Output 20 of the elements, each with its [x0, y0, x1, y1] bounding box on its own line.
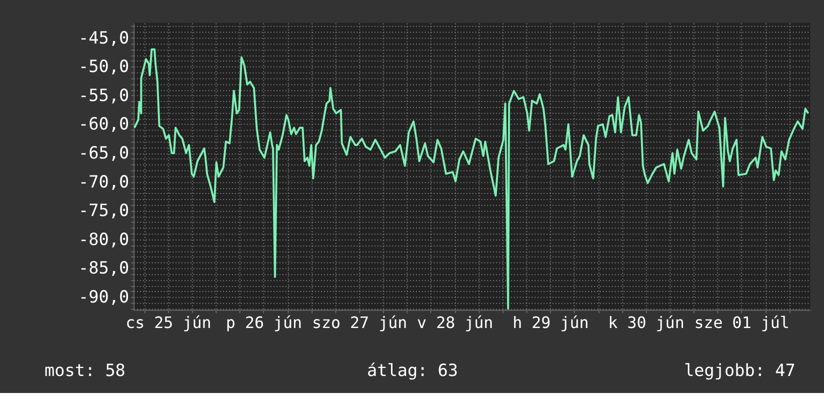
x-tick-label: szo 27 jún — [312, 313, 408, 332]
y-tick-label: -90,0 — [78, 286, 130, 307]
y-tick-label: -80,0 — [78, 228, 130, 249]
text: legjobb: 47 — [684, 360, 796, 380]
x-tick-label: sze 01 júl — [694, 313, 790, 332]
x-tick-label: k 30 jún — [608, 313, 684, 332]
y-tick-label: -45,0 — [78, 27, 130, 48]
y-tick-label: -50,0 — [78, 56, 130, 76]
x-tick-label: p 26 jún — [226, 313, 302, 332]
text: most: 58 — [44, 360, 126, 380]
x-tick-label: v 28 jún — [417, 313, 494, 332]
x-tick-label: cs 25 jún — [126, 313, 212, 332]
y-tick-label: -55,0 — [78, 84, 130, 105]
y-tick-label: -60,0 — [78, 114, 130, 134]
x-tick-label: h 29 jún — [512, 313, 589, 332]
y-tick-label: -65,0 — [78, 142, 130, 163]
y-tick-label: -75,0 — [78, 200, 130, 220]
text: átlag: 63 — [366, 360, 458, 380]
y-tick-label: -85,0 — [78, 258, 130, 278]
y-tick-label: -70,0 — [78, 171, 130, 192]
